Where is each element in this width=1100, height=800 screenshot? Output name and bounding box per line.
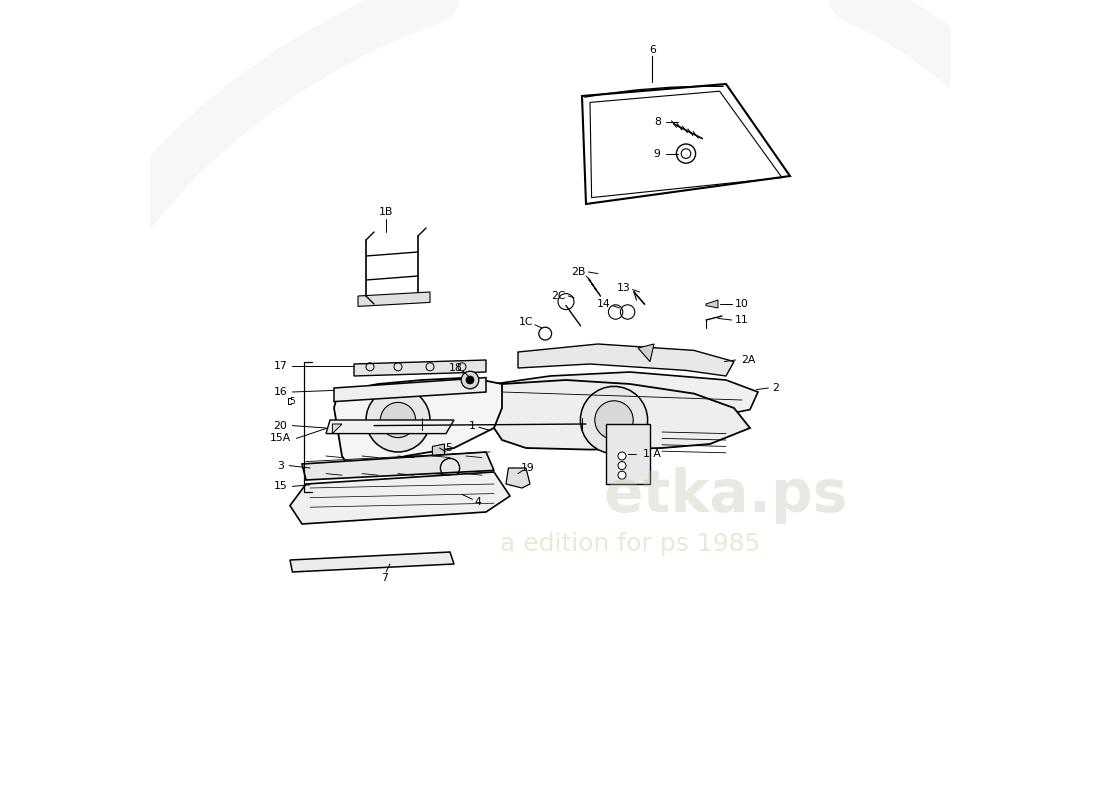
Polygon shape <box>706 300 718 308</box>
Polygon shape <box>638 344 654 362</box>
Text: 7: 7 <box>381 574 388 583</box>
Text: a edition for ps 1985: a edition for ps 1985 <box>499 532 760 556</box>
Circle shape <box>381 402 416 438</box>
Text: 5: 5 <box>446 443 452 453</box>
Polygon shape <box>334 378 510 468</box>
Polygon shape <box>494 380 750 450</box>
Text: 4: 4 <box>474 497 482 506</box>
Text: 15: 15 <box>274 482 287 491</box>
Polygon shape <box>334 378 486 402</box>
Polygon shape <box>290 472 510 524</box>
Text: 18: 18 <box>449 363 462 373</box>
Text: 2: 2 <box>772 383 779 393</box>
Text: 2A: 2A <box>741 355 756 365</box>
Text: 14: 14 <box>596 299 611 309</box>
Polygon shape <box>326 420 454 434</box>
Polygon shape <box>302 452 494 480</box>
Text: 11: 11 <box>735 315 749 325</box>
Text: 3: 3 <box>277 461 284 470</box>
Text: 6: 6 <box>649 46 656 55</box>
Text: 5: 5 <box>289 397 295 406</box>
Circle shape <box>618 471 626 479</box>
Polygon shape <box>290 552 454 572</box>
Polygon shape <box>358 292 430 306</box>
Text: 16: 16 <box>274 387 287 397</box>
Polygon shape <box>432 444 444 456</box>
Text: 17: 17 <box>274 362 287 371</box>
Text: 2B: 2B <box>571 267 585 277</box>
Polygon shape <box>332 424 342 434</box>
Circle shape <box>466 376 474 384</box>
Circle shape <box>618 462 626 470</box>
Circle shape <box>461 371 478 389</box>
Text: 1: 1 <box>469 421 476 430</box>
Text: 13: 13 <box>617 283 630 293</box>
Text: 1 A: 1 A <box>644 449 661 458</box>
Text: 9: 9 <box>653 149 661 158</box>
Circle shape <box>595 401 634 439</box>
Text: etka.ps: etka.ps <box>604 467 848 525</box>
Polygon shape <box>494 372 758 418</box>
Text: 15A: 15A <box>270 434 292 443</box>
Text: 10: 10 <box>735 299 749 309</box>
Polygon shape <box>518 344 734 376</box>
Circle shape <box>618 452 626 460</box>
Text: 19: 19 <box>520 463 535 473</box>
Text: 8: 8 <box>653 117 661 126</box>
Circle shape <box>366 388 430 452</box>
Polygon shape <box>354 360 486 376</box>
Text: 2C: 2C <box>551 291 565 301</box>
Circle shape <box>581 386 648 454</box>
Polygon shape <box>506 468 530 488</box>
Text: 20: 20 <box>274 421 287 430</box>
Text: 1C: 1C <box>519 318 534 327</box>
Text: 1B: 1B <box>378 207 393 217</box>
Bar <box>606 424 650 484</box>
